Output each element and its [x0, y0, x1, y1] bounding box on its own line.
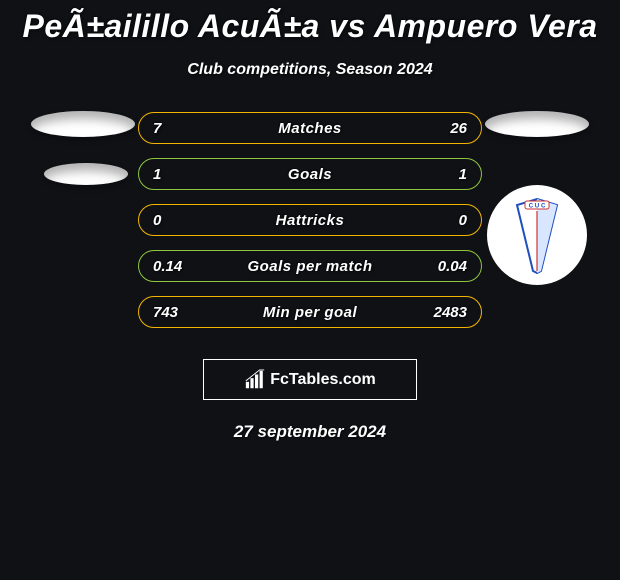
player-shadow-ellipse [31, 111, 135, 137]
player-shadow-ellipse [44, 163, 128, 185]
left-player-icon-slot [28, 111, 138, 343]
stat-bar: 0Hattricks0 [138, 204, 482, 236]
stat-bar: 1Goals1 [138, 158, 482, 190]
stat-label: Matches [139, 120, 481, 137]
stat-label: Hattricks [139, 212, 481, 229]
stat-bars: 7Matches26 1Goals1 0Hattricks0 0.14Goals pe… [138, 112, 482, 342]
club-badge: C U C [487, 185, 587, 285]
stat-right-value: 0 [459, 212, 467, 229]
page-title: PeÃ±ailillo AcuÃ±a vs Ampuero Vera [0, 0, 620, 45]
stat-bar: 7Matches26 [138, 112, 482, 144]
stat-bar: 0.14Goals per match0.04 [138, 250, 482, 282]
svg-text:C U C: C U C [529, 203, 546, 210]
stat-left-value: 0 [153, 212, 161, 229]
club-crest-icon: C U C [507, 195, 567, 275]
brand-box: FcTables.com [203, 359, 417, 400]
stat-left-value: 1 [153, 166, 161, 183]
stats-card: PeÃ±ailillo AcuÃ±a vs Ampuero Vera Club … [0, 0, 620, 580]
date-label: 27 september 2024 [0, 422, 620, 442]
stat-left-value: 0.14 [153, 258, 182, 275]
stat-right-value: 1 [459, 166, 467, 183]
stat-left-value: 743 [153, 304, 178, 321]
stat-label: Goals [139, 166, 481, 183]
stats-area: 7Matches26 1Goals1 0Hattricks0 0.14Goals pe… [0, 111, 620, 343]
subtitle: Club competitions, Season 2024 [0, 61, 620, 79]
stat-label: Goals per match [139, 258, 481, 275]
stat-left-value: 7 [153, 120, 161, 137]
stats-top-row: 7Matches26 1Goals1 0Hattricks0 0.14Goals pe… [0, 111, 620, 343]
stat-label: Min per goal [139, 304, 481, 321]
brand-label: FcTables.com [270, 371, 376, 389]
player-shadow-ellipse [485, 111, 589, 137]
stat-bar: 743Min per goal2483 [138, 296, 482, 328]
right-player-icon-slot: C U C [482, 111, 592, 343]
stat-right-value: 2483 [434, 304, 467, 321]
stat-right-value: 0.04 [438, 258, 467, 275]
brand-chart-icon [244, 369, 266, 391]
stat-right-value: 26 [450, 120, 467, 137]
